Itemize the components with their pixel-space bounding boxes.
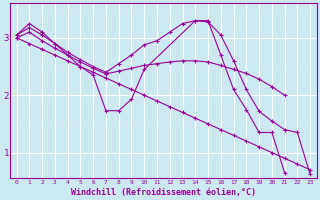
X-axis label: Windchill (Refroidissement éolien,°C): Windchill (Refroidissement éolien,°C) <box>71 188 256 197</box>
